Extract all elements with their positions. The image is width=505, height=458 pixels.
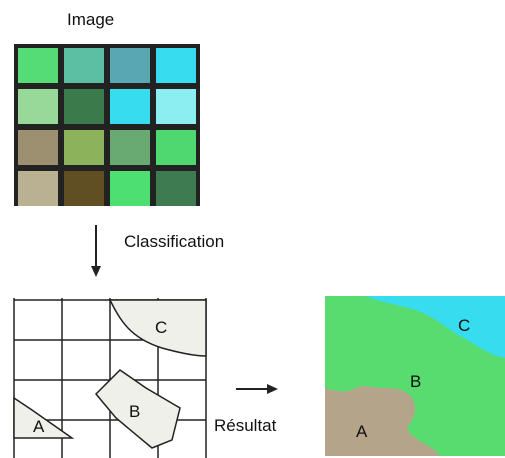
pixel-cell <box>110 89 150 124</box>
down-arrow-icon <box>91 225 101 277</box>
pixel-cell <box>64 48 104 83</box>
pixel-cell <box>64 89 104 124</box>
result-c-label: C <box>458 316 471 335</box>
region-c-shape <box>108 299 207 357</box>
region-a-label: A <box>33 417 45 436</box>
pixel-cell <box>64 171 104 206</box>
pixel-cell <box>156 171 196 206</box>
pixel-cell <box>156 130 196 165</box>
result-a-label: A <box>356 422 368 441</box>
region-b-label: B <box>129 402 141 421</box>
pixel-cell <box>18 89 58 124</box>
region-c-label: C <box>155 318 168 337</box>
image-title: Image <box>67 10 115 29</box>
pixel-cell <box>110 130 150 165</box>
pixel-cell <box>18 48 58 83</box>
pixel-cell <box>18 130 58 165</box>
classification-label: Classification <box>124 232 225 251</box>
pixel-cell <box>156 89 196 124</box>
result-label: Résultat <box>214 416 277 435</box>
image-pixel-grid <box>14 44 200 206</box>
result-map <box>325 296 505 456</box>
region-b-shape <box>94 369 181 449</box>
pixel-cell <box>64 130 104 165</box>
right-arrow-icon <box>236 384 278 394</box>
pixel-cell <box>110 171 150 206</box>
result-b-label: B <box>410 372 422 391</box>
classified-grid <box>13 298 207 458</box>
pixel-cell <box>110 48 150 83</box>
pixel-cell <box>156 48 196 83</box>
region-a-shape <box>13 396 75 439</box>
pixel-cell <box>18 171 58 206</box>
